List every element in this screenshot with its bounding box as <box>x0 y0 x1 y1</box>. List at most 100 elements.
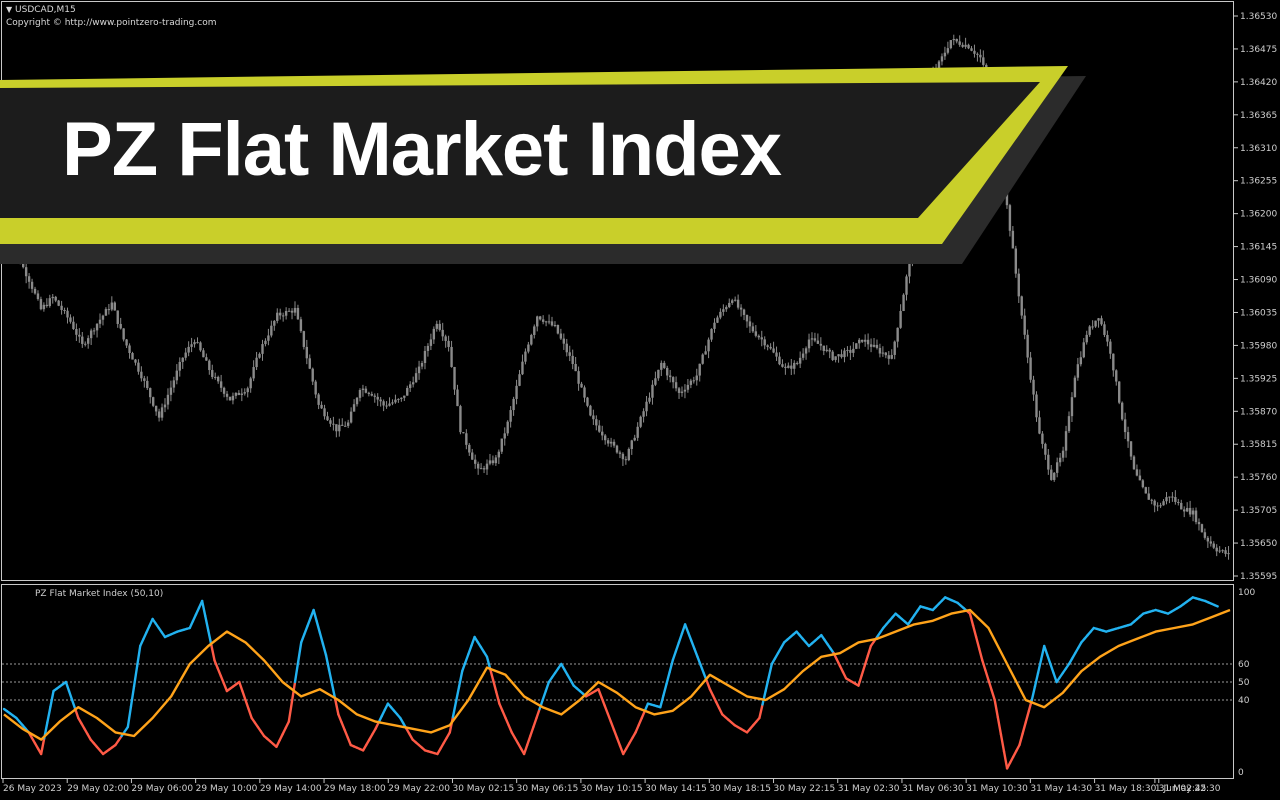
candle-body <box>1118 381 1121 403</box>
candle-body <box>214 376 217 378</box>
candle-body <box>140 371 143 379</box>
candle-body <box>595 419 598 426</box>
time-tick-label: 29 May 10:00 <box>196 784 258 794</box>
candle-body <box>84 343 87 345</box>
candle-body <box>648 397 651 402</box>
candle-body <box>855 343 858 349</box>
candle-body <box>586 397 589 406</box>
index-segment <box>39 737 46 756</box>
candle-body <box>172 380 176 388</box>
index-segment <box>247 707 253 720</box>
candle-body <box>707 339 710 352</box>
candle-body <box>1032 379 1035 395</box>
index-segment <box>213 659 219 670</box>
candle-body <box>592 415 595 420</box>
index-segment <box>615 736 622 748</box>
candle-body <box>432 328 436 340</box>
candle-body <box>187 346 190 353</box>
index-segment <box>696 655 702 667</box>
candle-body <box>503 433 506 439</box>
candle-body <box>757 335 761 338</box>
candle-body <box>719 311 722 318</box>
index-segment <box>485 655 492 670</box>
index-segment <box>126 705 133 729</box>
candle-body <box>1177 501 1180 503</box>
time-tick-label: 30 May 22:15 <box>774 784 836 794</box>
candle-body <box>908 259 911 277</box>
candle-body <box>603 435 607 441</box>
candle-body <box>42 304 46 310</box>
index-segment <box>129 685 136 708</box>
index-segment <box>219 674 226 685</box>
candle-body <box>1209 541 1212 544</box>
index-segment <box>971 624 978 639</box>
index-segment <box>216 666 222 677</box>
candle-body <box>1094 320 1097 327</box>
index-segment <box>529 725 535 738</box>
index-segment <box>662 682 668 697</box>
time-tick-label: 29 May 02:00 <box>67 784 129 794</box>
candle-body <box>447 340 450 347</box>
candle-body <box>589 405 592 416</box>
symbol-text: USDCAD,M15 <box>15 5 76 15</box>
candle-body <box>583 387 586 398</box>
candle-body <box>459 406 462 433</box>
index-segment <box>677 632 684 644</box>
candle-body <box>869 344 873 347</box>
time-tick-label: 30 May 14:15 <box>645 784 707 794</box>
candle-body <box>878 347 882 354</box>
candle-body <box>86 338 90 344</box>
candle-body <box>556 324 560 334</box>
index-segment <box>687 631 693 642</box>
candle-body <box>683 389 687 392</box>
index-segment <box>674 641 681 653</box>
candle-body <box>420 363 424 367</box>
index-segment <box>609 720 616 731</box>
symbol-label[interactable]: ▼ USDCAD,M15 <box>6 5 76 15</box>
candle-body <box>1097 318 1100 321</box>
candle-body <box>423 350 427 364</box>
candle-body <box>1100 318 1103 325</box>
index-segment <box>287 700 294 723</box>
index-segment <box>191 613 198 623</box>
index-segment <box>1036 658 1043 675</box>
candle-body <box>1224 550 1227 554</box>
candle-body <box>1180 502 1183 510</box>
candle-body <box>961 44 964 47</box>
candle-body <box>151 397 155 406</box>
candle-body <box>1008 205 1012 231</box>
candle-body <box>515 385 518 399</box>
candle-body <box>376 396 379 400</box>
candle-body <box>872 344 876 347</box>
candle-body <box>1070 397 1074 417</box>
candle-body <box>1067 416 1071 432</box>
index-segment <box>312 608 318 623</box>
candle-body <box>518 374 521 386</box>
candle-body <box>308 358 311 369</box>
candle-body <box>45 304 49 306</box>
candle-body <box>512 398 515 411</box>
price-tick-label: 1.36200 <box>1240 210 1277 220</box>
title-banner <box>0 66 1086 264</box>
candle-body <box>231 395 235 401</box>
price-tick-label: 1.36420 <box>1240 78 1277 88</box>
candle-body <box>441 329 444 337</box>
candle-body <box>728 302 731 308</box>
index-segment <box>1043 644 1049 657</box>
candle-body <box>890 354 893 359</box>
candle-body <box>284 311 288 316</box>
index-segment <box>1052 671 1058 684</box>
candle-body <box>205 357 208 361</box>
indicator-tick-label: 40 <box>1238 696 1250 706</box>
index-segment <box>764 676 770 693</box>
index-segment <box>606 712 613 723</box>
price-tick-label: 1.36145 <box>1240 243 1277 253</box>
candle-body <box>202 350 205 358</box>
candle-body <box>249 378 252 389</box>
candle-body <box>1026 334 1029 358</box>
candle-body <box>279 312 282 316</box>
dropdown-triangle-icon[interactable]: ▼ <box>6 5 13 14</box>
candle-body <box>1138 475 1142 481</box>
candle-body <box>1153 500 1156 506</box>
